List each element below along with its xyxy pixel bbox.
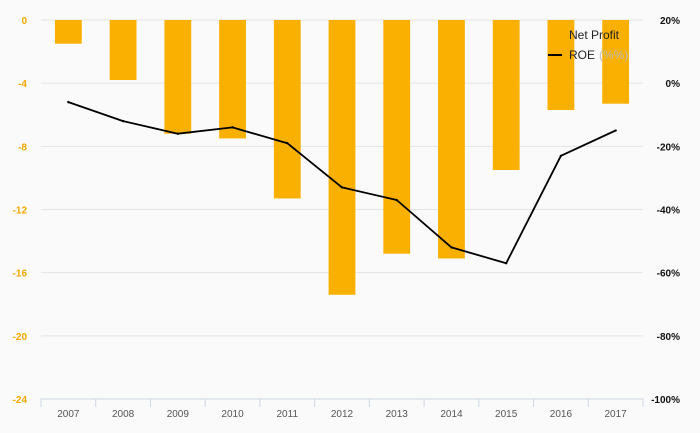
bar-net-profit-2007 (54, 20, 82, 44)
axes: 0 -4 -8 -12 -16 -20 -24 20% 0% -20% -40% -60% -80% -1… (13, 16, 681, 420)
x-tick-label: 2008 (112, 409, 135, 420)
bar-net-profit-2008 (109, 20, 137, 81)
bar-net-profit-2013 (383, 20, 411, 254)
roe-point-2015 (504, 261, 508, 265)
roe-point-2007 (67, 100, 70, 104)
x-tick-label: 2012 (331, 409, 354, 420)
x-tick-label: 2014 (440, 409, 463, 420)
y-right-tick-label: 20% (660, 16, 680, 27)
roe-point-2014 (450, 246, 453, 249)
y-right-tick-label: -20% (657, 142, 680, 153)
legend-label-roe: ROE (%%) (569, 48, 628, 62)
y-left-tick-label: -12 (13, 206, 28, 217)
y-left-tick-label: -24 (13, 395, 28, 406)
legend-label-net-profit: Net Profit (569, 28, 620, 42)
x-tick-label: 2009 (167, 409, 190, 420)
bar-net-profit-2012 (328, 20, 356, 295)
roe-point-2011 (286, 141, 289, 145)
y-left-tick-label: -8 (18, 142, 27, 153)
legend-marker-net-profit (548, 29, 560, 41)
legend: Net Profit ROE (%%) (548, 28, 628, 62)
x-tick-label: 2016 (550, 409, 573, 420)
x-tick-label: 2011 (277, 409, 299, 420)
legend-roe-suffix: (%%) (599, 48, 628, 62)
y-left-tick-label: 0 (21, 16, 27, 27)
y-right-tick-label: -40% (657, 206, 680, 217)
bar-net-profit-2011 (273, 20, 301, 199)
legend-roe-name: ROE (569, 48, 595, 62)
y-right-tick-label: -100% (651, 395, 680, 406)
x-tick-label: 2013 (386, 409, 409, 420)
roe-point-2013 (395, 198, 398, 202)
roe-point-2017 (614, 129, 617, 132)
bar-net-profit-2014 (438, 20, 465, 259)
y-left-tick-label: -20 (13, 332, 28, 343)
y-left-tick-label: -16 (13, 269, 28, 280)
bar-net-profit-2017 (602, 20, 630, 104)
y-right-tick-label: -80% (657, 332, 680, 343)
roe-point-2008 (121, 119, 125, 123)
roe-point-2016 (559, 154, 563, 158)
y-right-tick-label: -60% (657, 269, 680, 280)
roe-point-2010 (231, 126, 234, 129)
bar-net-profit-2015 (492, 20, 520, 171)
bar-net-profit-2010 (219, 20, 246, 139)
roe-point-2009 (176, 132, 180, 135)
x-tick-label: 2010 (221, 409, 244, 420)
x-tick-label: 2007 (57, 409, 80, 420)
roe-line-group (67, 100, 617, 265)
bar-net-profit-2009 (164, 20, 192, 134)
x-tick-label: 2017 (605, 409, 628, 420)
x-tick-label: 2015 (495, 409, 518, 420)
net-profit-bars (54, 20, 630, 295)
roe-point-2012 (340, 186, 344, 189)
y-right-tick-label: 0% (666, 79, 681, 90)
y-left-tick-label: -4 (18, 79, 27, 90)
